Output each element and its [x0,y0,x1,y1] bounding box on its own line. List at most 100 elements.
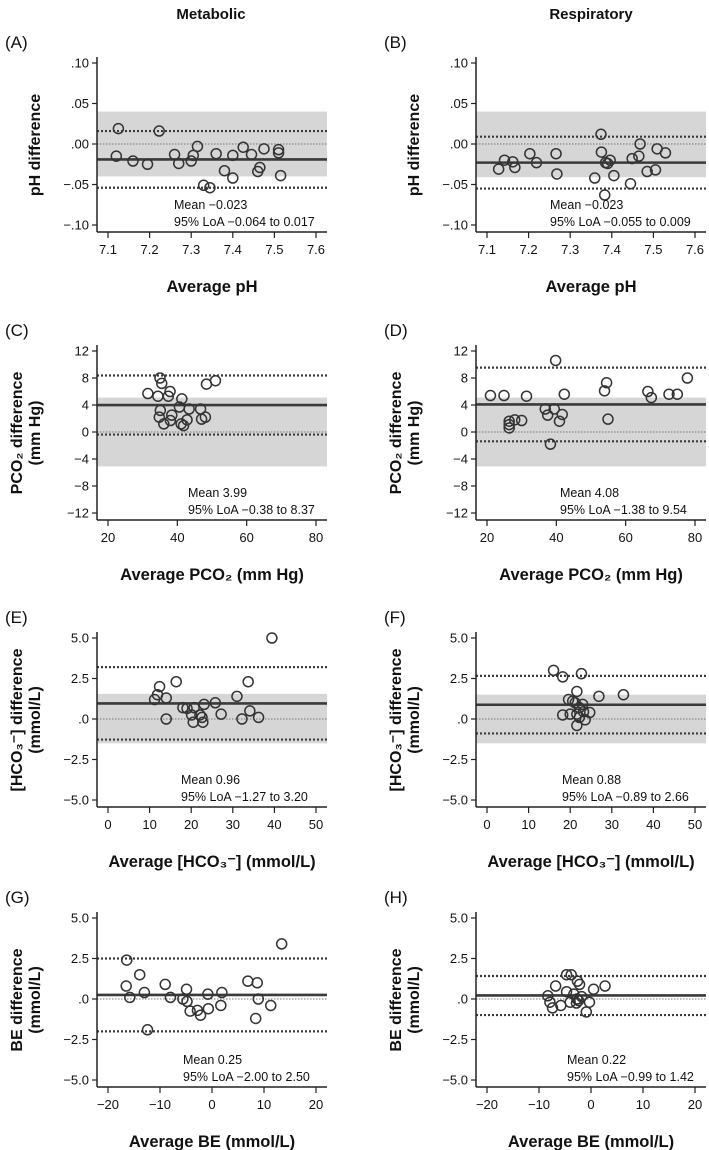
y-tick-label: 2.5 [71,951,89,966]
data-point [649,164,662,176]
x-tick-label: 20 [688,1097,702,1112]
data-point [546,1002,559,1014]
x-axis-label: Average [HCO₃⁻] (mmol/L) [108,853,315,871]
y-axis-label: PCO₂ difference [388,372,405,495]
y-tick-label: .05 [450,96,468,111]
y-tick-label: 5.0 [450,911,468,926]
x-tick-label: 7.4 [603,242,621,257]
panel-h: (H) 5.0 2.5 .0 −2.5 −5.0 −20 −10 0 10 20 Average BE… [384,888,706,1150]
y-tick-label: −2.5 [63,1032,89,1047]
y-tick-label: 8 [82,371,89,386]
data-point [633,150,645,162]
data-point [645,391,658,404]
data-point [242,975,254,987]
data-point [215,999,227,1012]
data-point [133,968,146,981]
data-point [484,389,497,402]
data-point [587,983,600,996]
data-point [209,697,222,709]
x-axis-label: Average PCO₂ (mm Hg) [120,566,304,584]
x-tick-label: 7.4 [224,242,242,257]
data-point [602,413,614,425]
data-point [556,709,569,721]
data-point [227,172,239,184]
data-point [112,122,125,135]
x-tick-label: 10 [142,817,156,832]
loa-annotation: 95% LoA −0.99 to 1.42 [567,1070,694,1084]
data-point [530,156,543,169]
x-tick-label: 80 [688,530,702,545]
data-point [558,388,571,400]
y-tick-label: −.10 [63,218,89,233]
data-point [509,161,521,174]
data-point [110,150,123,162]
data-point [191,140,204,153]
data-point [560,968,573,981]
y-axis-label: (mm Hg) [27,401,44,466]
loa-annotation: 95% LoA −1.38 to 9.54 [560,503,687,517]
data-point [541,409,554,421]
panel-g: (G) 5.0 2.5 .0 −2.5 −5.0 −20 −10 0 10 20 Average BE… [5,888,327,1150]
data-point [576,698,589,711]
data-point [598,385,611,397]
data-point [599,980,611,992]
data-point [251,977,263,989]
panel-f: (F) 5.0 2.5 .0 −2.5 −5.0 0 10 20 30 40 50 Average [H… [384,608,706,871]
y-tick-label: −5.0 [442,793,468,808]
data-point [249,1012,262,1025]
data-point [626,152,638,165]
panel-label: (A) [5,33,28,52]
data-point [153,680,166,693]
x-tick-label: −10 [149,1097,171,1112]
data-point [141,158,154,170]
y-tick-label: .00 [71,137,89,152]
data-point [600,376,613,389]
y-tick-label: .05 [71,96,89,111]
data-point [642,385,654,398]
x-tick-label: 7.3 [561,242,579,257]
y-tick-label: −8 [453,479,468,494]
data-point [242,675,254,688]
data-point [252,711,265,724]
x-tick-label: 50 [309,817,323,832]
y-tick-label: 8 [461,371,468,386]
panel-label: (F) [384,608,406,627]
data-point [236,713,248,725]
loa-annotation: 95% LoA −0.064 to 0.017 [174,215,315,229]
y-tick-label: .00 [450,137,468,152]
data-point [272,147,285,159]
y-axis-label: (mmol/L) [27,686,44,754]
data-point [252,165,264,178]
mean-annotation: Mean 0.96 [181,773,240,787]
y-tick-label: .0 [457,712,468,727]
x-tick-label: 40 [646,817,660,832]
data-point [154,404,167,417]
data-point [210,147,222,160]
data-point [549,354,562,367]
y-axis-label: (mmol/L) [406,966,423,1034]
y-tick-label: −2.5 [442,752,468,767]
data-point [244,705,256,717]
y-tick-label: −2.5 [63,752,89,767]
data-point [196,711,208,724]
data-point [624,177,637,190]
data-point [160,692,172,704]
y-tick-label: 5.0 [71,911,89,926]
mean-annotation: Mean 3.99 [188,486,247,500]
x-axis-label: Average BE (mmol/L) [129,1133,295,1150]
x-tick-label: 50 [688,817,702,832]
mean-annotation: Mean 0.22 [567,1053,626,1067]
x-tick-label: 60 [239,530,253,545]
y-tick-label: −8 [74,479,89,494]
y-axis-label: (mm Hg) [406,401,423,466]
data-point [564,996,576,1008]
x-tick-label: 10 [636,1097,650,1112]
data-point [617,688,630,701]
data-point [547,664,560,677]
data-point [498,389,510,402]
data-point [542,990,554,1002]
data-point [204,181,216,194]
loa-annotation: 95% LoA −2.00 to 2.50 [183,1070,310,1084]
y-tick-label: 5.0 [71,631,89,646]
data-point [197,716,209,728]
